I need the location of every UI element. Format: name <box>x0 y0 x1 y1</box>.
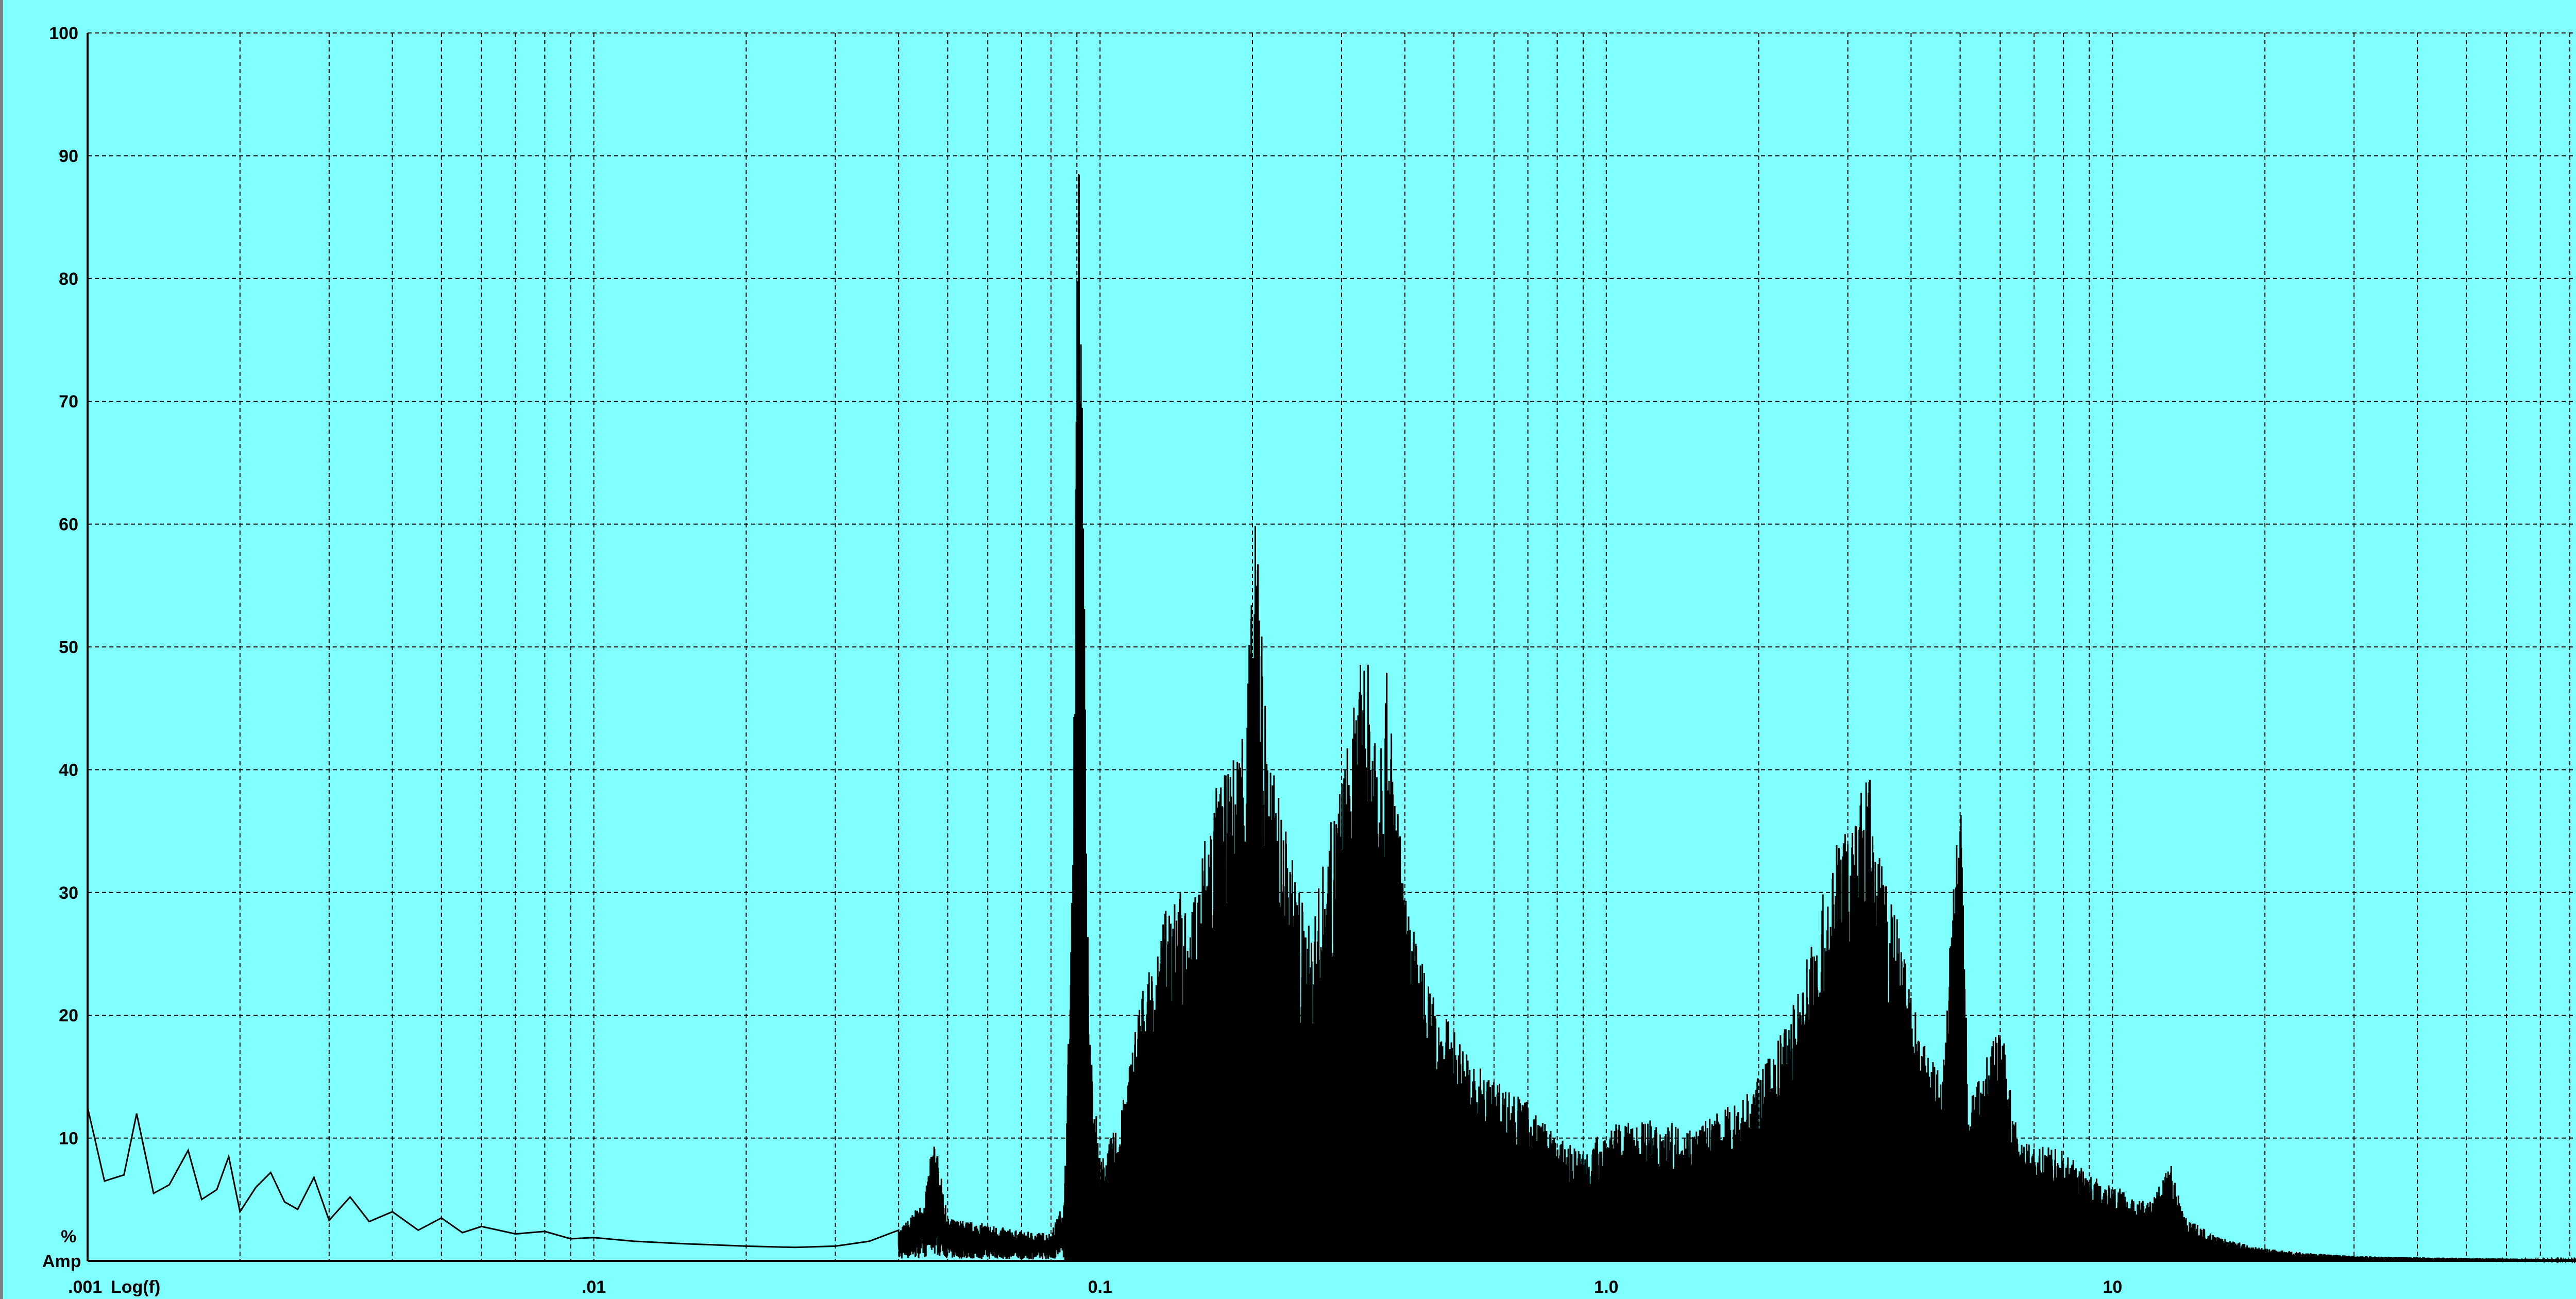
y-tick-label: 40 <box>59 760 78 780</box>
x-tick-label: .01 <box>582 1277 606 1297</box>
y-axis-label-percent: % <box>61 1227 76 1246</box>
x-tick-label: 10 <box>2103 1277 2122 1297</box>
y-tick-label: 80 <box>59 269 78 289</box>
y-axis-label-amp: Amp <box>42 1252 81 1271</box>
y-tick-label: 90 <box>59 146 78 166</box>
y-tick-label: 20 <box>59 1006 78 1025</box>
x-tick-label: 0.1 <box>1088 1277 1112 1297</box>
y-tick-label: 10 <box>59 1129 78 1149</box>
x-axis-label: Log(f) <box>111 1277 160 1297</box>
x-tick-labels: .001.010.11.010100 <box>68 1277 2122 1297</box>
y-tick-label: 50 <box>59 638 78 657</box>
y-tick-label: 100 <box>49 24 78 43</box>
x-tick-label: 1.0 <box>1594 1277 1618 1297</box>
plot-axes <box>87 33 2576 1262</box>
y-tick-labels: 10 20 30 40 50 60 70 80 90 100 <box>49 24 78 1149</box>
y-tick-label: 30 <box>59 883 78 903</box>
y-tick-label: 70 <box>59 392 78 412</box>
window-left-border <box>0 0 3 1299</box>
x-tick-label: .001 <box>68 1277 102 1297</box>
y-tick-label: 60 <box>59 515 78 535</box>
amplitude-trace <box>87 174 2576 1263</box>
